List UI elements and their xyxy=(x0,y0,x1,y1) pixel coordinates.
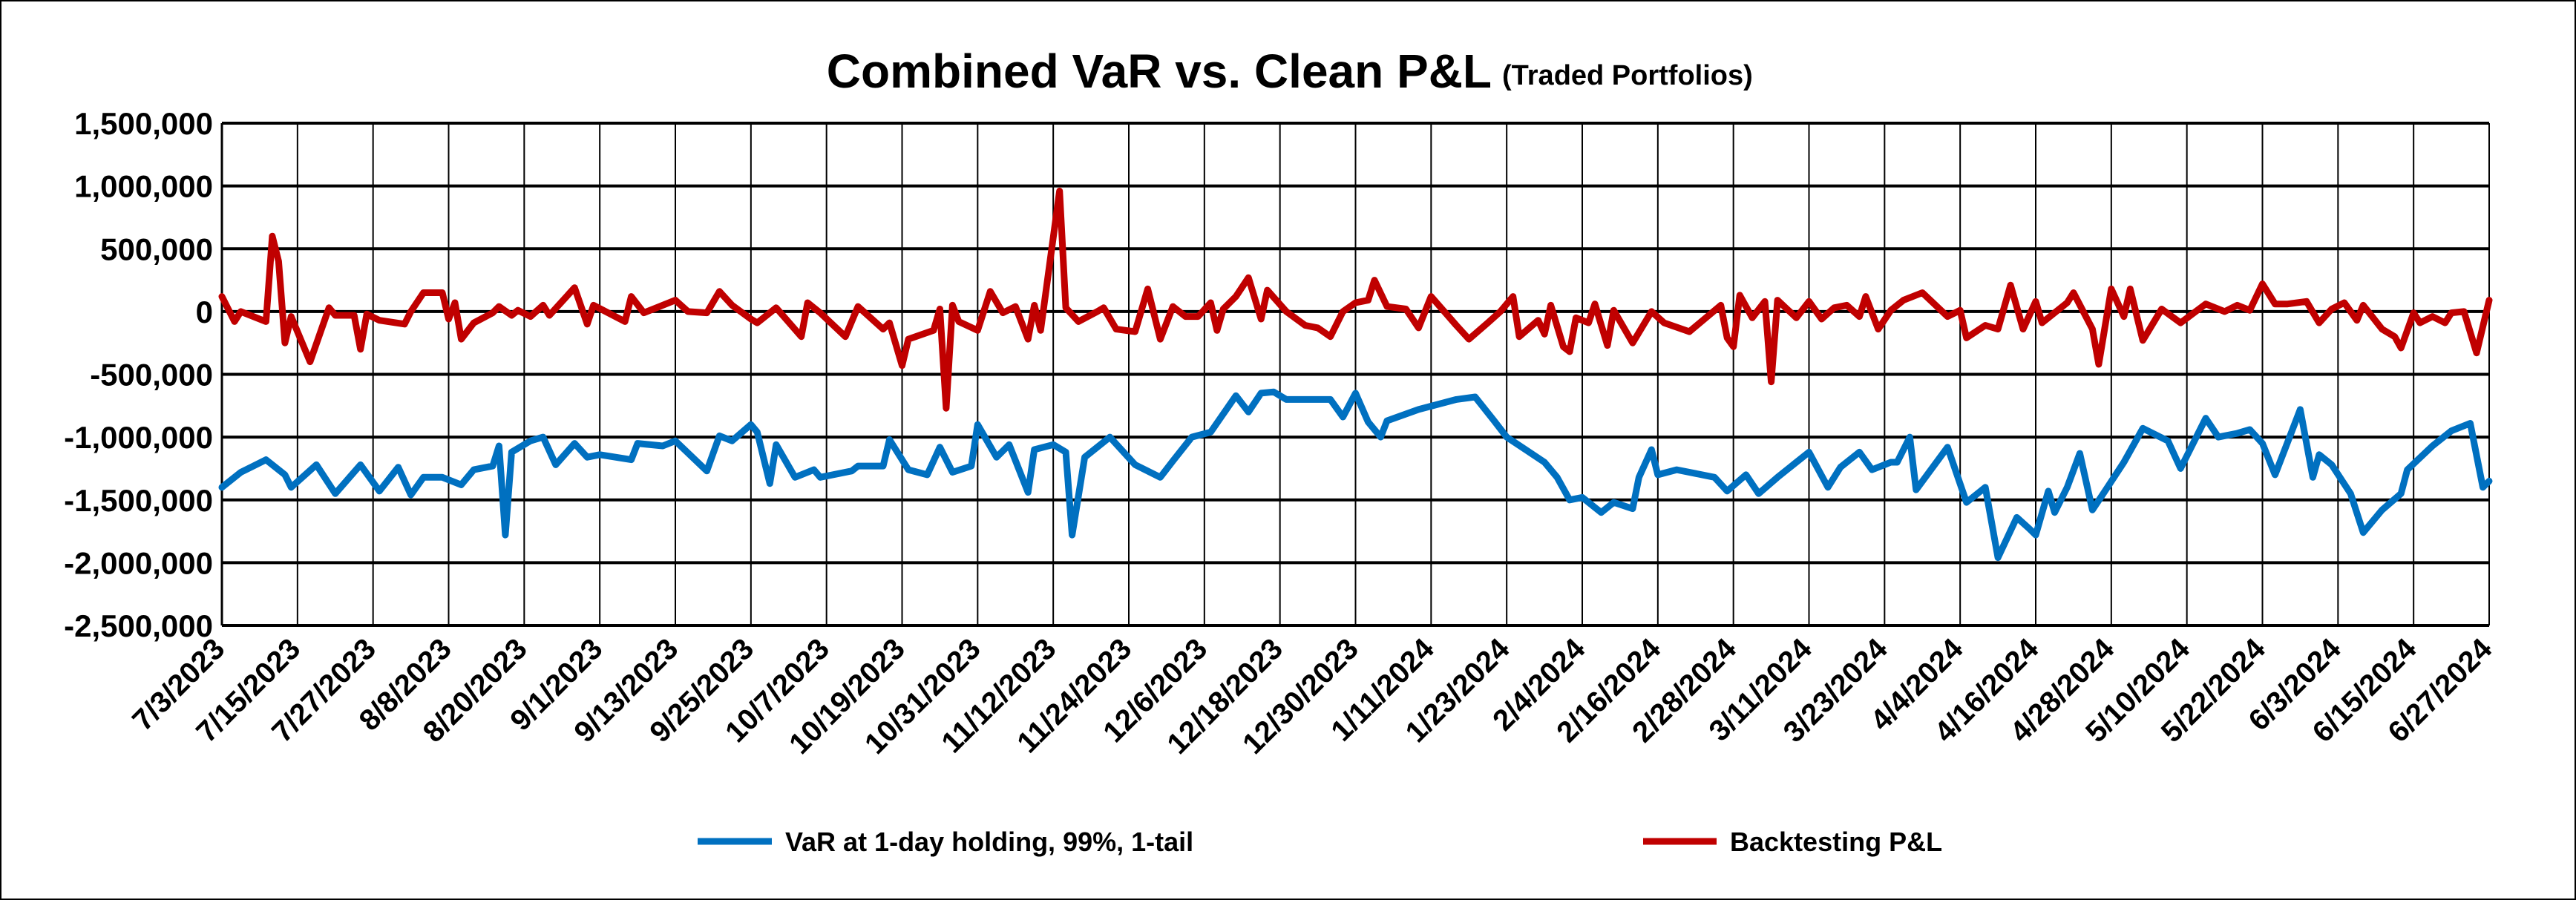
y-axis: 1,500,000 1,000,000 500,000 0 -500,000 -1,000… xyxy=(64,106,213,643)
legend-label-pnl: Backtesting P&L xyxy=(1730,827,1942,857)
y-tick-label: -2,500,000 xyxy=(64,608,213,643)
series-lines xyxy=(218,187,2493,562)
y-tick-label: -1,000,000 xyxy=(64,420,213,455)
legend: VaR at 1-day holding, 99%, 1-tail Backte… xyxy=(698,827,1942,857)
y-tick-label: 0 xyxy=(196,295,213,329)
y-tick-label: 1,500,000 xyxy=(74,106,213,141)
legend-label-var: VaR at 1-day holding, 99%, 1-tail xyxy=(785,827,1193,857)
y-tick-label: 500,000 xyxy=(100,231,213,266)
chart-title: Combined VaR vs. Clean P&L xyxy=(827,45,1492,98)
chart-subtitle: (Traded Portfolios) xyxy=(1502,60,1753,91)
y-tick-label: -500,000 xyxy=(90,358,213,392)
y-tick-label: -1,500,000 xyxy=(64,483,213,518)
y-tick-label: -2,000,000 xyxy=(64,545,213,580)
x-axis: 7/3/20237/15/20237/27/20238/8/20238/20/2… xyxy=(126,632,2499,761)
series-line-backtesting-pnl xyxy=(218,187,2493,412)
y-tick-label: 1,000,000 xyxy=(74,169,213,204)
series-line-var xyxy=(218,388,2493,562)
gridlines xyxy=(220,122,2490,627)
